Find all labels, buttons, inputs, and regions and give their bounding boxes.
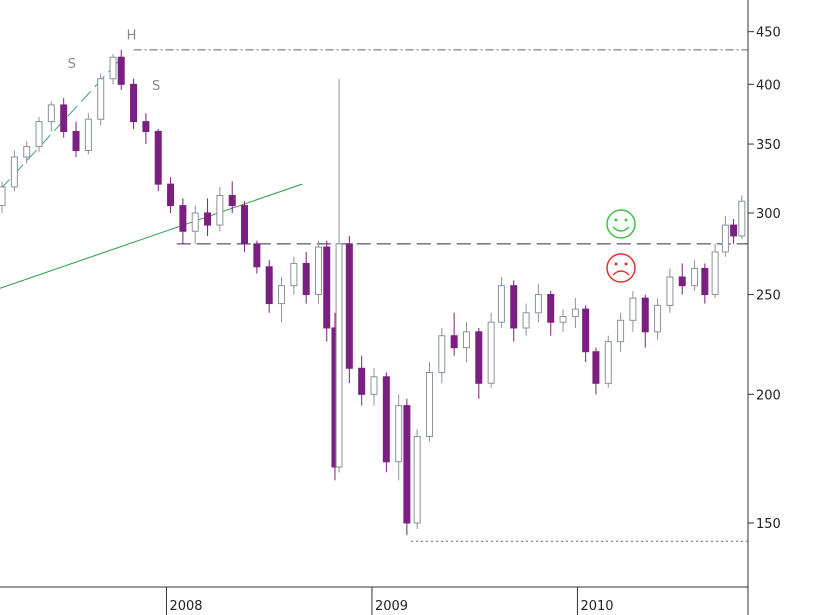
candle-body [228, 194, 236, 207]
candle-body [10, 156, 18, 188]
candle-body [142, 121, 150, 132]
candle-body [97, 78, 105, 120]
candle-body [487, 321, 495, 384]
candle-body [617, 319, 625, 343]
candle-body [395, 405, 403, 463]
candle-body [345, 243, 353, 369]
annotation: S [152, 79, 160, 94]
candle-body [571, 308, 579, 318]
candle-body [167, 183, 175, 207]
y-tick-label: 450 [756, 26, 781, 41]
candle-body [23, 146, 31, 158]
candle-body [47, 104, 55, 123]
candle-body [629, 297, 637, 321]
candle-body [241, 205, 249, 245]
y-tick-label: 150 [756, 517, 781, 532]
candle-body [191, 212, 199, 232]
candle-body [290, 262, 298, 287]
trend-line [0, 183, 303, 289]
candle-body [109, 56, 117, 80]
candle-body [691, 267, 699, 287]
y-tick-label: 250 [756, 289, 781, 304]
candle-body [582, 308, 590, 353]
candle-body [678, 276, 686, 287]
candle-body [738, 200, 746, 237]
x-tick-label: 2010 [580, 599, 613, 614]
candle-body [604, 341, 612, 384]
candle-body [382, 376, 390, 463]
candle-body [253, 243, 261, 268]
candle-body [154, 130, 162, 185]
candle-body [641, 297, 649, 333]
annotation: S [68, 57, 76, 72]
candle-body [265, 266, 273, 305]
candle-body [403, 405, 411, 524]
candle-body [60, 104, 68, 132]
y-tick-label: 200 [756, 388, 781, 403]
y-tick-label: 350 [756, 138, 781, 153]
candle-body [475, 331, 483, 384]
candle-body [117, 56, 125, 85]
y-tick-label: 400 [756, 78, 781, 93]
x-tick-label: 2008 [169, 599, 202, 614]
candle-body [130, 83, 138, 123]
candle-body [534, 294, 542, 314]
candle-body [216, 194, 224, 226]
candle-body [730, 224, 738, 237]
candle-body [522, 312, 530, 329]
candle-body [425, 372, 433, 438]
candle-body [302, 262, 310, 296]
candle-body [559, 316, 567, 323]
candle-body [179, 205, 187, 232]
candle-body [72, 130, 80, 151]
candle-body [315, 246, 323, 296]
annotation: H [127, 29, 137, 44]
candle-body [547, 294, 555, 323]
candle-body [721, 224, 729, 253]
candle-body [335, 243, 343, 468]
happy-face [606, 209, 636, 239]
candle-body [323, 246, 331, 329]
candle-body [592, 351, 600, 384]
candle-body [204, 212, 212, 226]
candle-body [358, 367, 366, 395]
candle-body [462, 331, 470, 349]
candle-body [711, 251, 719, 296]
y-tick-label: 300 [756, 207, 781, 222]
candle-body [438, 335, 446, 374]
candle-body [413, 436, 421, 524]
candle-body [450, 335, 458, 349]
candle-body [278, 285, 286, 305]
candle-body [666, 276, 674, 306]
sad-face [606, 253, 636, 283]
candle-body [84, 118, 92, 151]
candle-body [701, 267, 709, 296]
candle-body [35, 121, 43, 148]
candle-body [370, 376, 378, 395]
candle-body [497, 285, 505, 323]
x-tick-label: 2009 [375, 599, 408, 614]
candle-body [510, 285, 518, 329]
candle-body [654, 304, 662, 333]
candle-body [0, 186, 6, 207]
